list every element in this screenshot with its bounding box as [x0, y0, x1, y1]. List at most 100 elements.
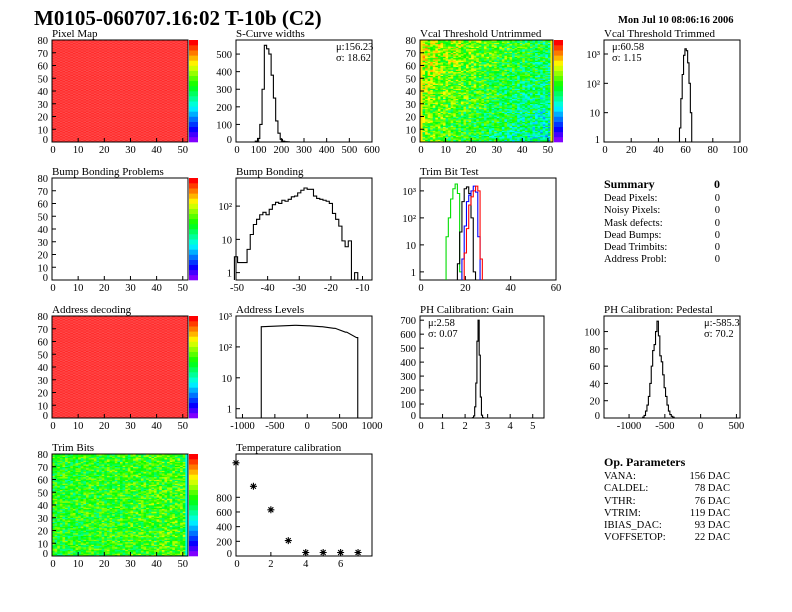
heatmap-cell: [177, 107, 181, 110]
heatmap-cell: [101, 76, 105, 79]
heatmap-cell: [91, 102, 95, 105]
heatmap-cell: [91, 56, 95, 59]
heatmap-cell: [440, 97, 444, 99]
heatmap-cell: [140, 126, 144, 129]
heatmap-cell: [130, 91, 134, 93]
heatmap-cell: [164, 113, 168, 116]
heatmap-cell: [164, 131, 168, 134]
heatmap-cell: [67, 65, 71, 68]
heatmap-cell: [133, 127, 136, 130]
heatmap-cell: [91, 105, 95, 107]
heatmap-cell: [138, 80, 142, 83]
heatmap-cell: [135, 112, 139, 115]
heatmap-cell: [83, 139, 87, 142]
heatmap-cell: [101, 94, 105, 97]
heatmap-cell: [117, 94, 121, 97]
heatmap-cell: [174, 40, 178, 42]
heatmap-cell: [104, 62, 108, 65]
heatmap-cell: [91, 91, 95, 93]
heatmap-cell: [440, 120, 444, 122]
heatmap-cell: [159, 99, 163, 102]
heatmap-cell: [114, 120, 118, 122]
heatmap-cell: [154, 51, 157, 54]
heatmap-cell: [59, 91, 63, 93]
heatmap-cell: [112, 66, 116, 69]
heatmap-cell: [182, 127, 186, 130]
heatmap-cell: [99, 42, 102, 45]
heatmap-cell: [62, 116, 66, 119]
heatmap-cell: [96, 105, 100, 107]
heatmap-cell: [80, 69, 84, 71]
heatmap-cell: [182, 46, 186, 48]
heatmap-cell: [420, 125, 423, 127]
heatmap-cell: [83, 133, 87, 135]
heatmap-cell: [432, 93, 436, 96]
heatmap-cell: [96, 48, 100, 51]
heatmap-cell: [93, 48, 97, 51]
heatmap-cell: [427, 80, 431, 83]
heatmap-cell: [427, 42, 431, 45]
heatmap-cell: [182, 134, 186, 136]
heatmap-cell: [440, 40, 444, 42]
heatmap-cell: [125, 69, 129, 71]
heatmap-cell: [177, 87, 181, 89]
heatmap-cell: [75, 89, 79, 92]
heatmap-cell: [57, 78, 61, 80]
heatmap-cell: [99, 101, 102, 103]
heatmap-cell: [120, 88, 123, 91]
heatmap-cell: [440, 89, 444, 92]
heatmap-cell: [83, 125, 87, 127]
heatmap-cell: [180, 136, 184, 139]
heatmap-cell: [140, 122, 144, 125]
heatmap-cell: [101, 73, 105, 75]
heatmap-cell: [109, 135, 113, 138]
heatmap-cell: [75, 129, 79, 131]
heatmap-cell: [177, 131, 181, 134]
heatmap-cell: [148, 55, 152, 57]
heatmap-cell: [161, 82, 165, 84]
heatmap-cell: [62, 94, 66, 97]
heatmap-cell: [146, 43, 150, 46]
heatmap-cell: [65, 116, 68, 119]
heatmap-cell: [154, 99, 157, 102]
heatmap-cell: [154, 113, 157, 116]
heatmap-cell: [420, 129, 423, 131]
heatmap-cell: [174, 96, 178, 98]
heatmap-cell: [156, 80, 160, 83]
heatmap-cell: [154, 43, 157, 46]
heatmap-cell: [161, 102, 165, 105]
heatmap-cell: [78, 98, 82, 101]
heatmap-cell: [91, 107, 95, 110]
heatmap-cell: [75, 96, 79, 98]
heatmap-cell: [430, 42, 434, 45]
heatmap-cell: [443, 122, 446, 125]
heatmap-cell: [169, 71, 173, 74]
heatmap-cell: [72, 135, 76, 138]
heatmap-cell: [154, 76, 157, 79]
heatmap-cell: [427, 127, 431, 130]
heatmap-cell: [106, 88, 110, 91]
heatmap-cell: [172, 102, 176, 105]
heatmap-cell: [167, 48, 170, 51]
heatmap-cell: [86, 126, 89, 129]
heatmap-cell: [72, 112, 76, 115]
heatmap-cell: [437, 115, 441, 117]
heatmap-cell: [430, 64, 434, 66]
heatmap-cell: [70, 41, 74, 43]
heatmap-cell: [177, 94, 181, 97]
heatmap-cell: [101, 97, 105, 99]
heatmap-cell: [93, 102, 97, 105]
heatmap-cell: [57, 60, 61, 62]
heatmap-cell: [169, 40, 173, 42]
heatmap-cell: [425, 48, 428, 51]
heatmap-cell: [169, 101, 173, 103]
heatmap-cell: [91, 97, 95, 99]
heatmap-cell: [52, 46, 55, 48]
heatmap-cell: [159, 91, 163, 93]
heatmap-cell: [54, 45, 58, 47]
heatmap-cell: [164, 40, 168, 42]
heatmap-cell: [57, 79, 61, 82]
heatmap-cell: [65, 112, 68, 115]
heatmap-cell: [91, 103, 95, 106]
heatmap-cell: [159, 47, 163, 50]
